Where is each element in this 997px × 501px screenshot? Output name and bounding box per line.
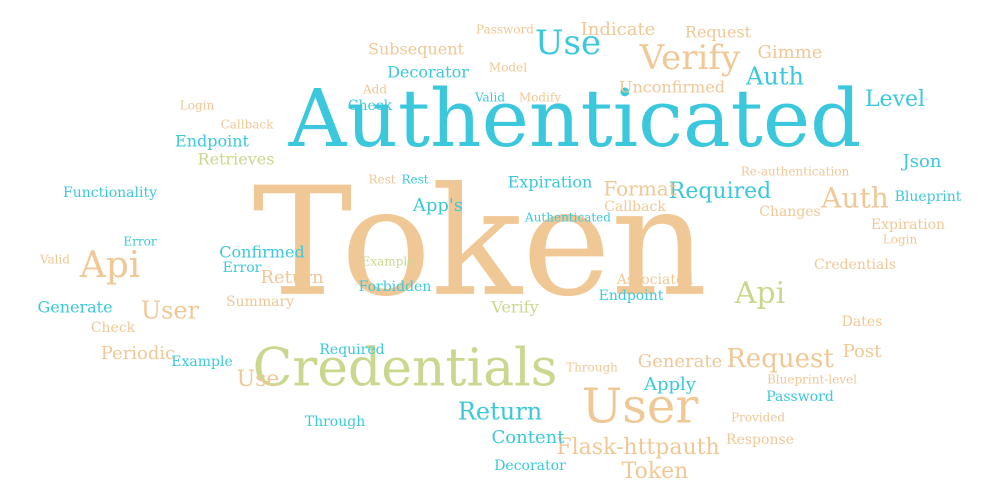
word: Provided [731, 411, 785, 425]
word: Expiration [871, 217, 945, 233]
word: Rest [368, 173, 395, 187]
word: Json [901, 151, 942, 172]
word: Api [79, 245, 141, 286]
word: App's [412, 195, 463, 216]
word: Summary [226, 294, 294, 310]
word: Credentials [253, 339, 558, 399]
word: Subsequent [368, 40, 465, 59]
word: Generate [37, 298, 112, 317]
word: Forbidden [359, 279, 432, 295]
word: Through [566, 361, 618, 375]
word: User [141, 297, 200, 325]
word: Use [535, 23, 601, 63]
word: Unconfirmed [619, 78, 725, 97]
word: Dates [842, 314, 883, 330]
word: Through [305, 414, 365, 430]
word: Response [726, 432, 794, 448]
word: Required [669, 179, 772, 204]
word: Re-authentication [741, 165, 850, 179]
word: Request [726, 344, 834, 374]
word: Api [734, 276, 785, 311]
word: Error [123, 235, 156, 249]
word: Authenticated [524, 211, 611, 225]
word: Token [622, 459, 689, 484]
word: Error [223, 260, 262, 276]
word: Credentials [814, 257, 896, 273]
word: Gimme [758, 42, 823, 63]
word: Callback [221, 118, 275, 132]
word: Valid [39, 253, 70, 267]
word: Auth [745, 63, 804, 91]
word: Content [492, 427, 566, 448]
word: Return [458, 398, 542, 426]
word: Endpoint [599, 288, 664, 304]
word: Post [843, 341, 882, 362]
word: Return [260, 267, 324, 288]
word: Token [253, 156, 708, 330]
word: Login [180, 99, 215, 113]
word: Authenticated [288, 72, 862, 165]
word: Retrieves [198, 150, 275, 169]
word: Valid [474, 91, 505, 105]
word: Format [603, 177, 676, 201]
word: Modify [519, 91, 561, 105]
word: Login [883, 233, 918, 247]
word: Required [319, 342, 384, 358]
word: Request [685, 23, 752, 42]
word: Example [171, 354, 232, 370]
word: Associated [616, 272, 693, 288]
word: Check [348, 98, 393, 114]
word: User [582, 379, 698, 435]
word: Indicate [581, 19, 656, 40]
word: Endpoint [175, 132, 250, 151]
word: Expiration [508, 173, 593, 192]
word: Apply [643, 374, 697, 395]
word: Password [766, 389, 834, 405]
word: Check [91, 320, 136, 336]
word: Verify [490, 298, 538, 317]
word: Use [237, 367, 280, 392]
word: Level [865, 87, 925, 112]
word: Flask-httpauth [556, 435, 719, 460]
word: Decorator [387, 63, 469, 82]
word: Periodic [101, 343, 176, 364]
word: Decorator [494, 458, 566, 474]
word: Confirmed [219, 243, 304, 262]
word: Password [476, 23, 534, 37]
word: Verify [639, 38, 741, 78]
word: Generate [638, 351, 723, 372]
word: Callback [604, 199, 666, 215]
word: Model [489, 61, 527, 75]
word: Blueprint-level [767, 373, 857, 387]
word: Functionality [63, 185, 157, 201]
word: Add [362, 83, 387, 97]
word: Example [362, 255, 415, 269]
word: Rest [401, 173, 428, 187]
word: Auth [820, 182, 889, 215]
word: Blueprint [895, 189, 962, 205]
word: Changes [759, 204, 821, 220]
